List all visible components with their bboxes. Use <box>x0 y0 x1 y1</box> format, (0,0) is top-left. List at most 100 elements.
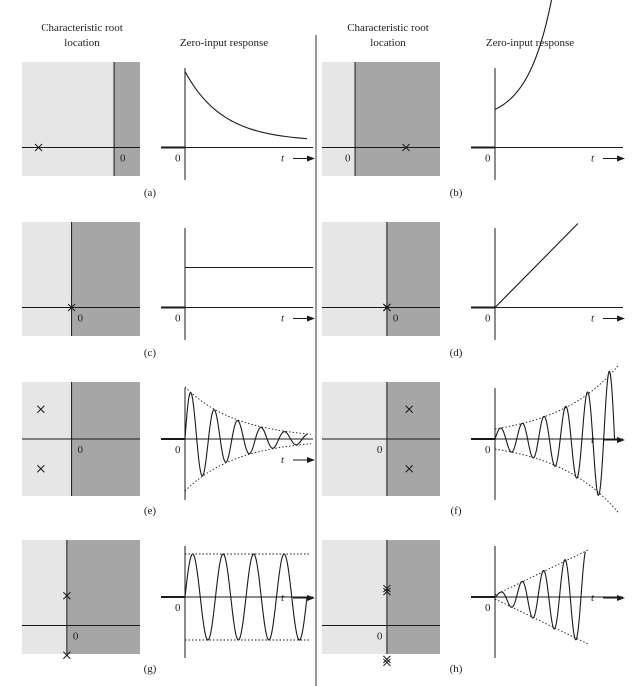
left-root-header-line2: location <box>64 37 100 49</box>
root-marker <box>36 405 45 414</box>
response-origin-label: 0 <box>485 444 491 456</box>
stable-region <box>322 540 387 654</box>
response-curve <box>184 553 308 641</box>
response-curve <box>184 71 308 140</box>
stable-region <box>322 222 387 336</box>
root-marker <box>383 303 391 312</box>
right-response-header: Zero-input response <box>486 37 574 49</box>
panel-caption: (a) <box>144 187 157 199</box>
panel-b: 0 0 t(b) <box>322 0 625 199</box>
panel-c: 0 0 t(c) <box>22 222 315 359</box>
response-t-label: t <box>281 153 285 165</box>
root-plane-d: 0 <box>322 222 440 336</box>
root-marker <box>405 405 414 414</box>
stable-region <box>322 62 356 176</box>
response-t-arrow-head <box>617 155 625 162</box>
root-marker <box>383 655 391 664</box>
panel-e: 0 0t(e) <box>22 382 315 517</box>
response-origin-label: 0 <box>485 313 491 325</box>
response-origin-label: 0 <box>485 153 491 165</box>
unstable-region <box>386 222 440 336</box>
plane-origin-label: 0 <box>120 153 126 165</box>
root-marker <box>383 587 391 596</box>
unstable-region <box>71 222 140 336</box>
unstable-region <box>114 62 140 176</box>
panel-g: 00t(g) <box>22 540 315 675</box>
response-t-arrow-head <box>307 595 315 601</box>
response-t-label: t <box>281 592 285 604</box>
unstable-region <box>386 540 440 654</box>
left-root-header-line1: Characteristic root <box>41 22 123 34</box>
root-marker <box>67 303 76 312</box>
response-t-label: t <box>281 454 285 466</box>
panel-caption: (c) <box>144 347 157 359</box>
envelope-upper <box>494 364 619 430</box>
root-marker <box>36 464 45 473</box>
plane-origin-label: 0 <box>377 631 383 643</box>
root-marker <box>62 591 71 600</box>
unstable-region <box>66 540 140 654</box>
column-headers: Characteristic root location Zero-input … <box>41 22 574 49</box>
envelope-lower <box>494 448 619 514</box>
panel-h: 00t(h) <box>322 540 625 675</box>
panel-caption: (e) <box>144 505 157 517</box>
response-t-arrow-head <box>617 315 625 322</box>
panel-a: 0 0 t (a) <box>22 62 315 199</box>
panel-caption: (g) <box>144 663 157 675</box>
root-plane-g: 0 <box>22 540 140 660</box>
root-plane-e: 0 <box>22 382 140 496</box>
envelope-lower <box>184 443 312 492</box>
panel-d: 0 0 t(d) <box>322 222 625 359</box>
stable-region <box>22 62 115 176</box>
root-plane-f: 0 <box>322 382 440 496</box>
root-marker <box>383 658 391 667</box>
response-origin-label: 0 <box>485 602 491 614</box>
root-marker <box>62 651 71 660</box>
envelope-upper <box>184 386 312 435</box>
response-t-arrow-head <box>617 595 625 601</box>
plane-origin-label: 0 <box>377 444 383 456</box>
root-plane-h: 0 <box>322 540 440 667</box>
response-g: 0t <box>161 546 315 658</box>
root-plane-a: 0 <box>22 62 140 176</box>
response-t-arrow-head <box>307 457 315 463</box>
response-t-label: t <box>591 592 595 604</box>
response-t-arrow-head <box>307 155 315 162</box>
plane-origin-label: 0 <box>393 313 399 325</box>
panel-caption: (d) <box>450 347 463 359</box>
response-t-arrow-head <box>617 437 625 443</box>
right-root-header-line2: location <box>370 37 406 49</box>
response-curve <box>494 551 586 641</box>
stable-region <box>22 540 67 654</box>
root-marker <box>405 464 414 473</box>
panel-f: 0 0t(f) <box>322 364 625 517</box>
response-curve <box>494 0 553 110</box>
root-plane-b: 0 <box>322 62 440 176</box>
response-curve <box>184 391 308 477</box>
response-origin-label: 0 <box>175 313 181 325</box>
response-origin-label: 0 <box>175 602 181 614</box>
response-t-arrow-head <box>307 315 315 322</box>
response-h: 0t <box>471 546 625 658</box>
root-plane-c: 0 <box>22 222 140 336</box>
response-f: 0t <box>471 364 625 514</box>
response-curve <box>494 223 579 308</box>
root-marker <box>34 143 43 152</box>
left-response-header: Zero-input response <box>180 37 268 49</box>
panels: 0 0 t(a)0 0 t(b)0 0 t(c)0 0 t(d)0 0t(e)0 0t(f)00t(… <box>22 0 625 675</box>
response-t-label: t <box>281 313 285 325</box>
response-e: 0t <box>161 386 315 500</box>
panel-caption: (h) <box>450 663 463 675</box>
plane-origin-label: 0 <box>345 153 351 165</box>
response-curve <box>494 371 616 496</box>
plane-origin-label: 0 <box>78 313 84 325</box>
plane-origin-label: 0 <box>73 631 79 643</box>
response-origin-label: 0 <box>175 153 181 165</box>
right-root-header-line1: Characteristic root <box>347 22 429 34</box>
response-origin-label: 0 <box>175 444 181 456</box>
root-marker <box>402 143 410 152</box>
unstable-region <box>355 62 440 176</box>
